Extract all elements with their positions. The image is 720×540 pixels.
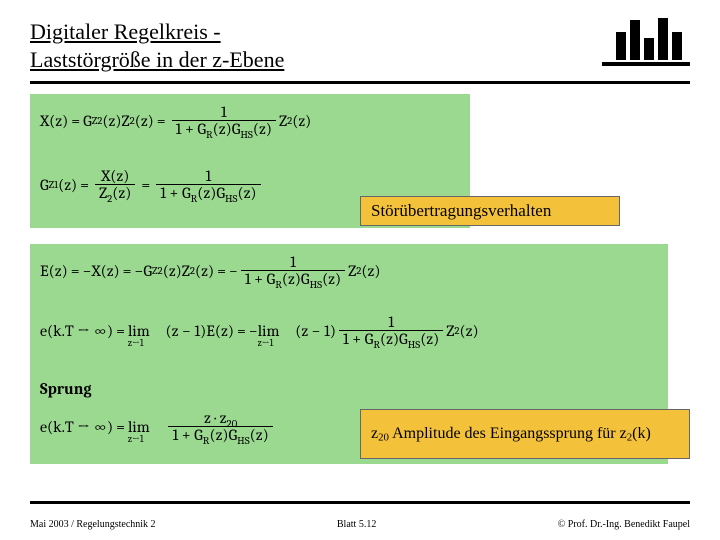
footer-rule bbox=[30, 501, 690, 504]
slide: Digitaler Regelkreis - Laststörgröße in … bbox=[0, 0, 720, 540]
slide-title: Digitaler Regelkreis - Laststörgröße in … bbox=[30, 18, 690, 73]
label-störübertragung-text: Störübertragungsverhalten bbox=[371, 201, 551, 221]
label-störübertragung: Störübertragungsverhalten bbox=[360, 196, 620, 226]
content-area: X(z) = GZ2(z)Z2(z) = 1 1 + GR(z)GHS(z) Z… bbox=[30, 94, 690, 474]
eq-xz: X(z) = GZ2(z)Z2(z) = 1 1 + GR(z)GHS(z) Z… bbox=[40, 104, 311, 137]
eq-gz1: GZ1(z) = X(z) Z2(z) = 1 1 + GR(z)GHS(z) bbox=[40, 168, 264, 201]
label-z20: z20 Amplitude des Eingangssprung für z2(… bbox=[360, 409, 690, 459]
title-line1: Digitaler Regelkreis - bbox=[30, 19, 221, 44]
eq-sprung: e(k.T → ∞) = limz→1 z · z20 1 + GR(z)GHS… bbox=[40, 410, 276, 443]
header: Digitaler Regelkreis - Laststörgröße in … bbox=[0, 0, 720, 81]
title-line2: Laststörgröße in der z-Ebene bbox=[30, 47, 284, 72]
htw-logo bbox=[602, 18, 690, 75]
label-z20-text: z20 Amplitude des Eingangssprung für z2(… bbox=[371, 424, 651, 445]
eq-ekT: e(k.T → ∞) = limz→1(z − 1)E(z) = −limz→1… bbox=[40, 314, 479, 347]
eq-ez: E(z) = −X(z) = −GZ2(z)Z2(z) = − 1 1 + GR… bbox=[40, 254, 380, 287]
eq-sprung-label: Sprung bbox=[40, 380, 92, 398]
footer-left: Mai 2003 / Regelungstechnik 2 bbox=[30, 519, 156, 530]
footer: Mai 2003 / Regelungstechnik 2 Blatt 5.12… bbox=[30, 519, 690, 530]
header-rule bbox=[30, 81, 690, 84]
footer-right: © Prof. Dr.-Ing. Benedikt Faupel bbox=[558, 519, 690, 530]
footer-center: Blatt 5.12 bbox=[337, 519, 376, 530]
